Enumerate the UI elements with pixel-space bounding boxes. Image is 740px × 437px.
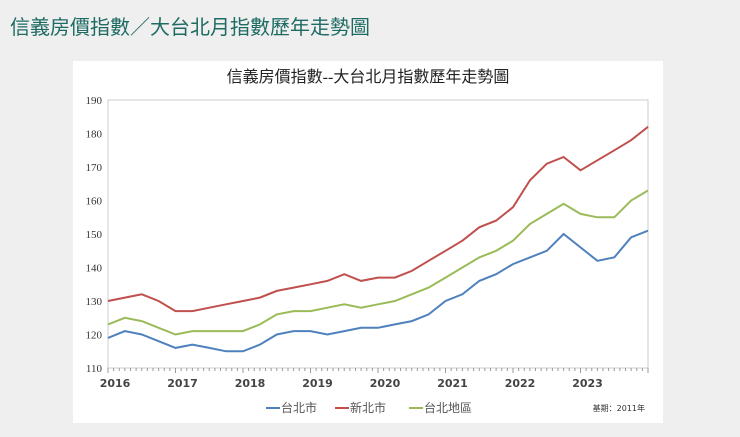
base-period-note: 基期：2011年 bbox=[593, 403, 645, 413]
y-tick-label: 110 bbox=[86, 363, 103, 375]
series-line-2 bbox=[107, 189, 649, 336]
y-tick-label: 180 bbox=[86, 129, 103, 141]
series-line-1 bbox=[107, 126, 649, 313]
x-tick-label: 2023 bbox=[572, 377, 603, 390]
chart-card: 信義房價指數--大台北月指數歷年走勢圖 基期：2011年 110 120 130 14… bbox=[73, 61, 663, 423]
y-tick-label: 140 bbox=[86, 263, 103, 275]
legend-label: 台北市 bbox=[281, 400, 317, 415]
x-tick-label: 2018 bbox=[235, 377, 266, 390]
line-chart: 信義房價指數--大台北月指數歷年走勢圖 基期：2011年 110 120 130 14… bbox=[86, 68, 649, 415]
x-tick-label: 2020 bbox=[370, 377, 401, 390]
y-tick-label: 120 bbox=[86, 330, 103, 342]
chart-title: 信義房價指數--大台北月指數歷年走勢圖 bbox=[227, 68, 510, 86]
y-tick-label: 170 bbox=[86, 162, 103, 174]
legend-label: 新北市 bbox=[350, 400, 386, 415]
y-tick-label: 130 bbox=[86, 296, 103, 308]
series-line-0 bbox=[107, 229, 649, 353]
x-tick-label: 2017 bbox=[167, 377, 198, 390]
page-title: 信義房價指數／大台北月指數歷年走勢圖 bbox=[10, 15, 370, 39]
legend-label: 台北地區 bbox=[424, 400, 472, 415]
x-tick-label: 2022 bbox=[505, 377, 536, 390]
y-tick-label: 190 bbox=[86, 95, 103, 107]
y-tick-label: 160 bbox=[86, 196, 103, 208]
x-tick-label: 2016 bbox=[100, 377, 131, 390]
x-tick-label: 2019 bbox=[302, 377, 333, 390]
x-tick-label: 2021 bbox=[437, 377, 468, 390]
y-tick-label: 150 bbox=[86, 229, 103, 241]
